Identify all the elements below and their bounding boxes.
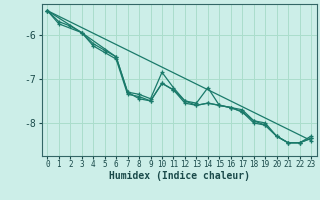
X-axis label: Humidex (Indice chaleur): Humidex (Indice chaleur) [109,171,250,181]
